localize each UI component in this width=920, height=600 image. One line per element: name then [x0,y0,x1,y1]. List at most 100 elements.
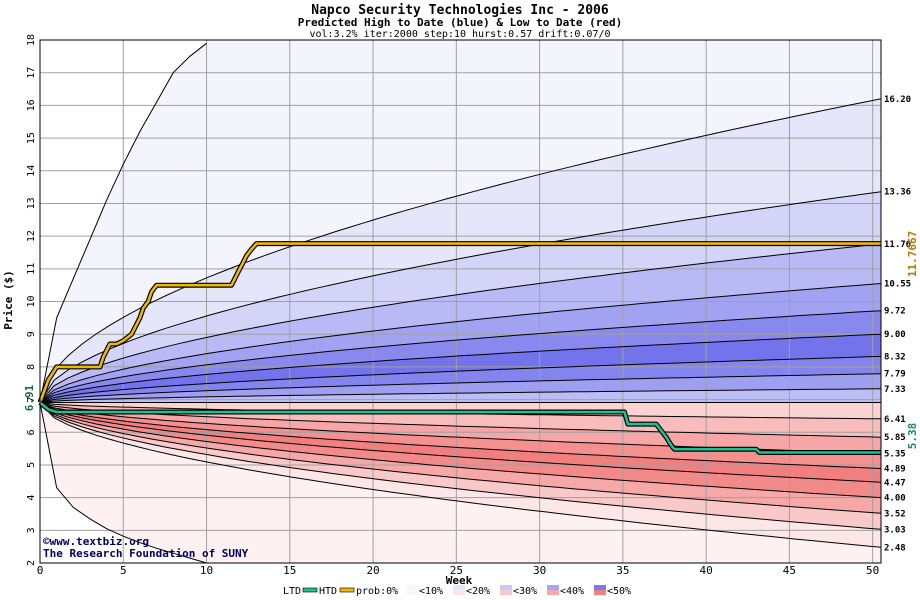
band-boundary-line [39,98,882,403]
band-boundary-line [39,388,882,403]
legend-bin-swatch-1 [453,585,465,590]
htd-final-label: 11.7667 [906,231,919,277]
high-band-5 [40,334,881,403]
x-tick-label: 25 [450,564,463,577]
legend-bin-label-1: <20% [466,586,490,597]
legend-bin-swatch-0 [406,585,418,590]
legend-bin-swatch2-3 [547,590,559,595]
chart-title: Napco Security Technologies Inc - 2006 [311,3,609,18]
credit-organization: The Research Foundation of SUNY [43,547,249,560]
band-boundary-line [39,283,882,403]
legend-htd-swatch [339,587,355,593]
level-label: 16.20 [884,95,911,105]
level-label: 4.89 [884,465,906,475]
legend-bin-swatch2-2 [500,590,512,595]
level-label: 11.76 [884,240,911,250]
ltd-series-line [39,401,881,454]
legend-ltd-label: LTD [283,586,301,597]
band-boundary-line [39,402,882,438]
legend-bin-label-2: <30% [513,586,537,597]
x-tick-label: 45 [783,564,796,577]
y-tick-label: 4 [26,495,37,501]
low-band-4 [40,402,881,483]
high-band-6 [40,356,881,403]
x-axis-label: Week [446,574,473,587]
high-band-7 [40,373,881,403]
plot-frame [39,39,882,564]
high-band-4 [40,310,881,403]
high-band-0 [40,98,881,403]
y-tick-label: 16 [26,99,37,111]
outer-low-boundary [39,402,207,564]
band-boundary-line [39,402,882,469]
band-boundary-line [39,191,882,403]
start-price-label: 6.91 [23,384,36,411]
level-label: 9.72 [884,307,906,317]
legend-bin-swatch2-4 [594,590,606,595]
legend-bin-swatch-3 [547,585,559,590]
x-tick-label: 50 [866,564,879,577]
y-tick-label: 17 [26,67,37,79]
band-boundary-line [39,402,882,483]
level-label: 8.32 [884,352,906,362]
y-tick-label: 5 [26,462,37,468]
y-tick-label: 10 [26,295,37,307]
level-label: 5.85 [884,433,906,443]
plot-area: 0 5 10 15 20 25 30 35 40 45 5023456789101112131415… [26,34,911,577]
band-boundary-line [39,355,882,403]
x-tick-label: 40 [700,564,713,577]
legend-bin-swatch-2 [500,585,512,590]
legend-bin-label-3: <40% [560,586,584,597]
htd-series-line [38,242,881,403]
band-boundary-line [39,310,882,403]
legend-bin-swatch2-0 [406,590,418,595]
y-tick-label: 3 [26,527,37,533]
band-boundary-line [39,402,882,514]
y-tick-label: 12 [26,230,37,242]
x-tick-label: 30 [533,564,546,577]
y-tick-label: 6 [26,429,37,435]
legend-bin-swatch2-1 [453,590,465,595]
y-axis-label: Price ($) [2,270,15,330]
band-boundary-line [39,402,882,548]
x-tick-label: 5 [120,564,127,577]
y-tick-label: 9 [26,331,37,337]
ltd-final-label: 5.38 [906,423,919,450]
y-tick-label: 11 [26,263,37,275]
legend-htd-label: HTD [319,586,337,597]
legend-prob-label: prob:0% [356,586,398,597]
x-tick-label: 15 [283,564,296,577]
level-label: 7.33 [884,385,906,395]
legend-bin-swatch-4 [594,585,606,590]
level-label: 5.35 [884,450,906,460]
high-band-2 [40,244,881,403]
outer-high-boundary [39,42,207,403]
high-band-3 [40,283,881,403]
legend-bin-label-0: <10% [419,586,443,597]
band-boundary-line [39,243,882,403]
level-label: 4.47 [884,478,906,488]
level-label: 4.00 [884,494,906,504]
x-tick-label: 10 [200,564,213,577]
chart-parameters: vol:3.2% iter:2000 step:10 hurst:0.57 dr… [309,29,610,40]
legend: LTD HTD prob:0% <10% <20% <30% <40% <50% [283,585,631,597]
low-band-3 [40,402,881,469]
credit-website: ©www.textbiz.org [43,535,149,548]
legend-ltd-swatch [302,587,318,593]
x-tick-label: 35 [616,564,629,577]
level-label: 3.52 [884,509,906,519]
low-band-5 [40,402,881,498]
level-label: 6.41 [884,415,906,425]
y-tick-label: 14 [26,165,37,177]
level-label: 13.36 [884,188,911,198]
x-tick-label: 0 [37,564,44,577]
chart-subtitle: Predicted High to Date (blue) & Low to D… [298,16,623,29]
y-tick-label: 7 [26,397,37,403]
level-label: 3.03 [884,525,906,535]
band-boundary-line [39,402,882,499]
y-tick-label: 13 [26,197,37,209]
level-label: 2.48 [884,543,906,553]
x-tick-label: 20 [366,564,379,577]
level-label: 7.79 [884,370,906,380]
